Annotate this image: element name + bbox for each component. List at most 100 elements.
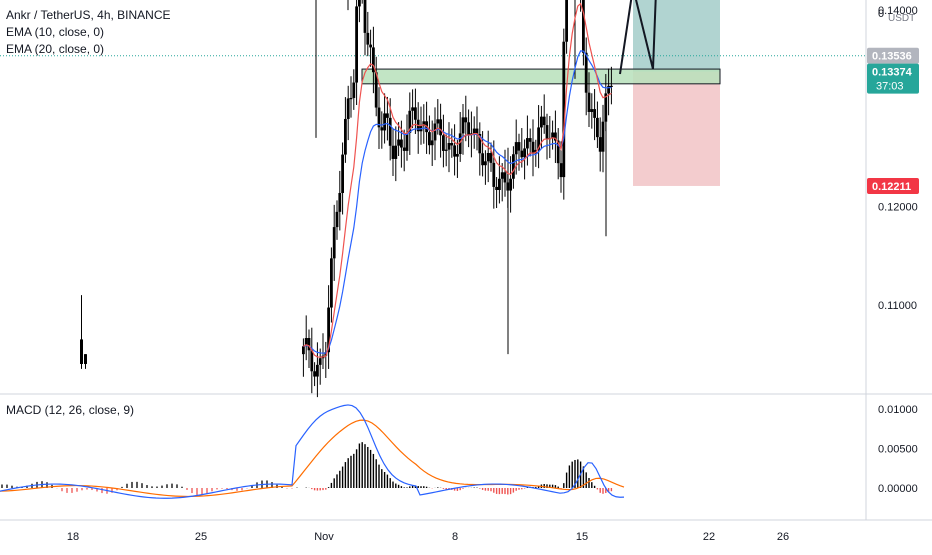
candle-body bbox=[304, 338, 308, 347]
candle-body bbox=[324, 352, 328, 356]
candle-body bbox=[450, 143, 454, 146]
candle-body bbox=[526, 138, 529, 149]
candle-body bbox=[495, 186, 498, 190]
candle-body bbox=[537, 127, 540, 150]
macd-axis-tick: 0.00500 bbox=[878, 444, 918, 456]
candle-body bbox=[475, 128, 479, 134]
candle-body bbox=[559, 163, 563, 178]
last-price-badge bbox=[867, 47, 919, 64]
candle-body bbox=[517, 142, 521, 151]
candle-body bbox=[80, 339, 83, 364]
stop-price-label: 0.12211 bbox=[872, 181, 911, 193]
candle-body bbox=[584, 52, 588, 93]
candle-body bbox=[422, 121, 426, 126]
ema10-legend[interactable]: EMA (10, close, 0) bbox=[6, 25, 105, 39]
candle-body bbox=[492, 162, 496, 187]
candle-body bbox=[478, 133, 482, 154]
time-axis-tick: 8 bbox=[452, 531, 458, 543]
macd-axis-tick: 0.00000 bbox=[878, 483, 918, 495]
candle-body bbox=[397, 139, 400, 146]
entry-price-label: 0.13374 bbox=[872, 67, 913, 79]
candle-body bbox=[582, 0, 585, 53]
candle-body bbox=[464, 117, 468, 123]
candle-body bbox=[509, 178, 512, 191]
candle-body bbox=[332, 227, 336, 259]
candle-body bbox=[436, 119, 440, 124]
candle-body bbox=[542, 116, 546, 126]
ema20-legend[interactable]: EMA (20, close, 0) bbox=[6, 42, 105, 56]
symbol-title[interactable]: Ankr / TetherUS, 4h, BINANCE bbox=[6, 8, 171, 22]
time-axis-tick: 22 bbox=[703, 531, 715, 543]
time-axis-tick: 18 bbox=[67, 531, 79, 543]
candle-body bbox=[405, 132, 409, 151]
candle-body bbox=[307, 338, 311, 351]
candle-body bbox=[484, 161, 487, 166]
time-axis-tick: Nov bbox=[314, 531, 334, 543]
candle-body bbox=[335, 211, 339, 228]
candle-body bbox=[531, 141, 535, 154]
candle-body bbox=[433, 123, 437, 141]
candle-body bbox=[84, 354, 87, 364]
candle-body bbox=[352, 82, 356, 98]
candle-body bbox=[302, 346, 305, 355]
candle-body bbox=[411, 107, 414, 111]
macd-axis-tick: 0.01000 bbox=[878, 404, 918, 416]
support-zone bbox=[361, 68, 721, 85]
candle-body bbox=[439, 119, 442, 136]
candle-body bbox=[565, 0, 568, 42]
candle-body bbox=[391, 145, 395, 159]
candle-body bbox=[386, 113, 389, 118]
candle-body bbox=[310, 350, 314, 372]
candle-body bbox=[369, 44, 372, 48]
candle-body bbox=[408, 110, 412, 133]
candle-body bbox=[330, 258, 333, 308]
candle-body bbox=[598, 137, 602, 152]
candle-body bbox=[400, 139, 403, 148]
macd-signal-line bbox=[0, 419, 625, 498]
price-axis-tick: 0.11000 bbox=[878, 300, 917, 312]
candle-body bbox=[383, 113, 386, 131]
candle-body bbox=[514, 142, 518, 155]
candle-body bbox=[528, 138, 532, 142]
ema10-line bbox=[303, 2, 612, 358]
candle-body bbox=[540, 116, 543, 128]
candle-body bbox=[453, 145, 456, 157]
macd-line bbox=[0, 404, 625, 499]
candle-body bbox=[374, 72, 378, 108]
price-axis-tick: 0 bbox=[878, 8, 884, 20]
candle-body bbox=[338, 192, 342, 212]
price-axis-tick: 0.12000 bbox=[878, 202, 918, 214]
candle-body bbox=[430, 140, 434, 146]
candle-body bbox=[355, 6, 358, 83]
candle-body bbox=[556, 140, 560, 164]
candle-body bbox=[503, 172, 507, 183]
candle-body bbox=[467, 122, 470, 135]
price-axis-tick: 0.14000 bbox=[878, 5, 918, 17]
candle-body bbox=[428, 132, 431, 146]
last-price-label: 0.13536 bbox=[872, 51, 912, 63]
candle-body bbox=[596, 117, 599, 138]
price-axis-currency: USDT bbox=[888, 13, 915, 24]
candle-body bbox=[610, 85, 613, 87]
candle-body bbox=[444, 149, 448, 151]
time-axis-tick: 25 bbox=[195, 531, 207, 543]
candle-body bbox=[346, 98, 350, 119]
candle-body bbox=[414, 107, 417, 120]
candle-body bbox=[456, 154, 459, 157]
candle-body bbox=[512, 154, 515, 179]
candle-body bbox=[372, 47, 375, 73]
candle-body bbox=[601, 121, 605, 152]
time-axis-tick: 15 bbox=[576, 531, 588, 543]
candle-body bbox=[545, 125, 549, 139]
target-zone bbox=[633, 0, 720, 72]
candle-body bbox=[554, 132, 557, 141]
macd-legend[interactable]: MACD (12, 26, close, 9) bbox=[6, 403, 135, 417]
candle-body bbox=[523, 148, 526, 158]
candle-body bbox=[358, 0, 361, 7]
candle-body bbox=[327, 307, 330, 353]
projection-path bbox=[619, 0, 657, 75]
candle-body bbox=[380, 127, 384, 131]
